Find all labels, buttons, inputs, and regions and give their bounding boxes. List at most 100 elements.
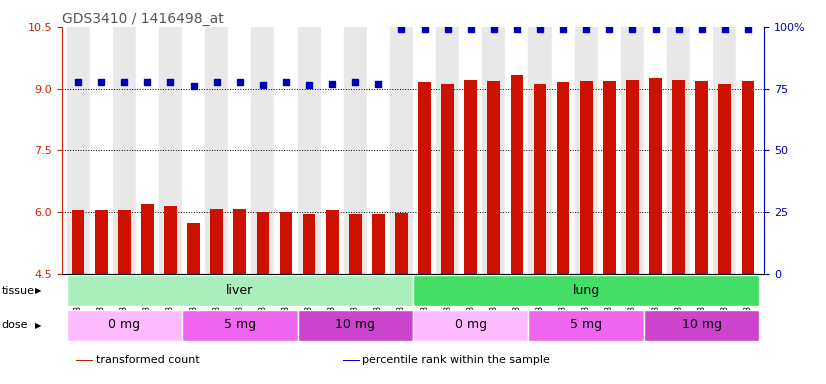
Bar [482,27,506,273]
Bar [90,27,113,273]
Point [487,26,501,32]
Bar [67,275,413,306]
Bar [95,210,107,273]
Bar [510,75,524,273]
Text: liver: liver [226,284,254,296]
Point [510,26,524,32]
Text: ▶: ▶ [35,286,41,295]
Bar [603,81,615,273]
Point [580,26,593,32]
Bar [72,210,84,273]
Bar [67,27,90,273]
Bar [529,27,552,273]
Bar [302,214,316,273]
Bar [344,27,367,273]
Point [718,26,731,32]
Point [557,26,570,32]
Text: lung: lung [572,284,600,296]
Bar [441,84,454,273]
Bar [667,27,691,273]
Bar [205,27,228,273]
Point [695,26,709,32]
Point [349,79,362,86]
Bar [113,27,135,273]
Bar [118,210,131,273]
Point [418,26,431,32]
Bar [274,27,297,273]
Point [279,79,292,86]
Bar [598,27,621,273]
Bar [228,27,251,273]
Text: 10 mg: 10 mg [681,318,722,331]
Bar [182,27,205,273]
Bar [621,27,644,273]
Bar [529,310,644,341]
Bar [736,27,759,273]
Bar [325,210,339,273]
Bar [188,223,200,273]
Bar [349,214,362,273]
Bar [297,310,413,341]
Point [464,26,477,32]
Bar [418,83,431,273]
Bar [413,310,529,341]
Text: percentile rank within the sample: percentile rank within the sample [363,355,550,365]
Bar [413,275,759,306]
Point [233,79,246,86]
Bar [135,27,159,273]
Bar [257,212,269,273]
Bar [251,27,274,273]
Bar [626,79,638,273]
Bar [649,78,662,273]
Bar [367,27,390,273]
Bar [297,27,320,273]
Text: 5 mg: 5 mg [570,318,602,331]
Point [140,79,154,86]
Bar [234,209,246,273]
Point [302,82,316,88]
Point [372,81,385,87]
Bar [141,205,154,273]
Bar [742,81,754,273]
Bar [575,27,598,273]
Bar [76,359,93,361]
Bar [436,27,459,273]
Text: transformed count: transformed count [96,355,199,365]
Bar [320,27,344,273]
Bar [644,310,759,341]
Point [741,26,754,32]
Bar [211,209,223,273]
Text: dose: dose [2,320,28,330]
Bar [280,212,292,273]
Bar [159,27,182,273]
Bar [713,27,736,273]
Point [534,26,547,32]
Bar [534,84,546,273]
Bar [691,27,713,273]
Point [164,79,177,86]
Bar [557,83,569,273]
Text: tissue: tissue [2,286,35,296]
Bar [487,81,501,273]
Bar [372,214,385,273]
Bar [390,27,413,273]
Bar [695,81,708,273]
Point [603,26,616,32]
Bar [644,27,667,273]
Bar [182,310,297,341]
Text: 0 mg: 0 mg [108,318,140,331]
Point [210,79,223,86]
Text: ▶: ▶ [35,321,41,330]
Point [187,83,200,89]
Bar [164,206,177,273]
Bar [719,84,731,273]
Point [72,79,85,86]
Bar [672,79,685,273]
Text: 5 mg: 5 mg [224,318,256,331]
Point [626,26,639,32]
Point [325,81,339,87]
Text: 10 mg: 10 mg [335,318,375,331]
Point [649,26,662,32]
Text: GDS3410 / 1416498_at: GDS3410 / 1416498_at [62,12,224,26]
Bar [580,81,592,273]
